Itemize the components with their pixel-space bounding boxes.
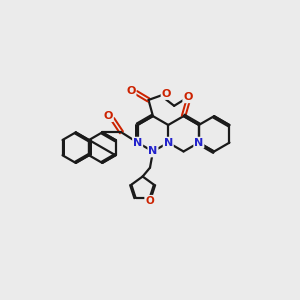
- Text: O: O: [126, 86, 136, 96]
- Text: N: N: [148, 146, 158, 157]
- Text: O: O: [145, 196, 154, 206]
- Text: N: N: [164, 138, 173, 148]
- Text: O: O: [103, 111, 113, 121]
- Text: N: N: [133, 138, 142, 148]
- Text: N: N: [194, 138, 203, 148]
- Text: O: O: [183, 92, 193, 102]
- Text: O: O: [161, 89, 171, 99]
